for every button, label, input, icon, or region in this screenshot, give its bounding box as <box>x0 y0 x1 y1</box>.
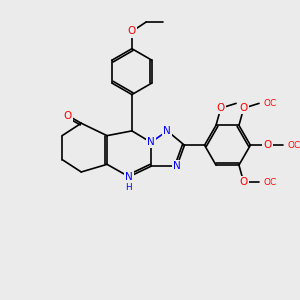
Text: H: H <box>125 183 131 192</box>
Text: O: O <box>128 26 136 37</box>
Text: N: N <box>125 172 133 182</box>
Text: OC: OC <box>264 99 277 108</box>
Text: OC: OC <box>288 141 300 150</box>
Text: N: N <box>173 161 181 171</box>
Text: O: O <box>240 103 248 113</box>
Text: O: O <box>240 177 248 187</box>
Text: N: N <box>147 137 155 147</box>
Text: O: O <box>64 111 72 121</box>
Text: N: N <box>164 126 171 136</box>
Text: O: O <box>217 103 225 113</box>
Text: O: O <box>263 140 272 150</box>
Text: OC: OC <box>264 178 277 187</box>
